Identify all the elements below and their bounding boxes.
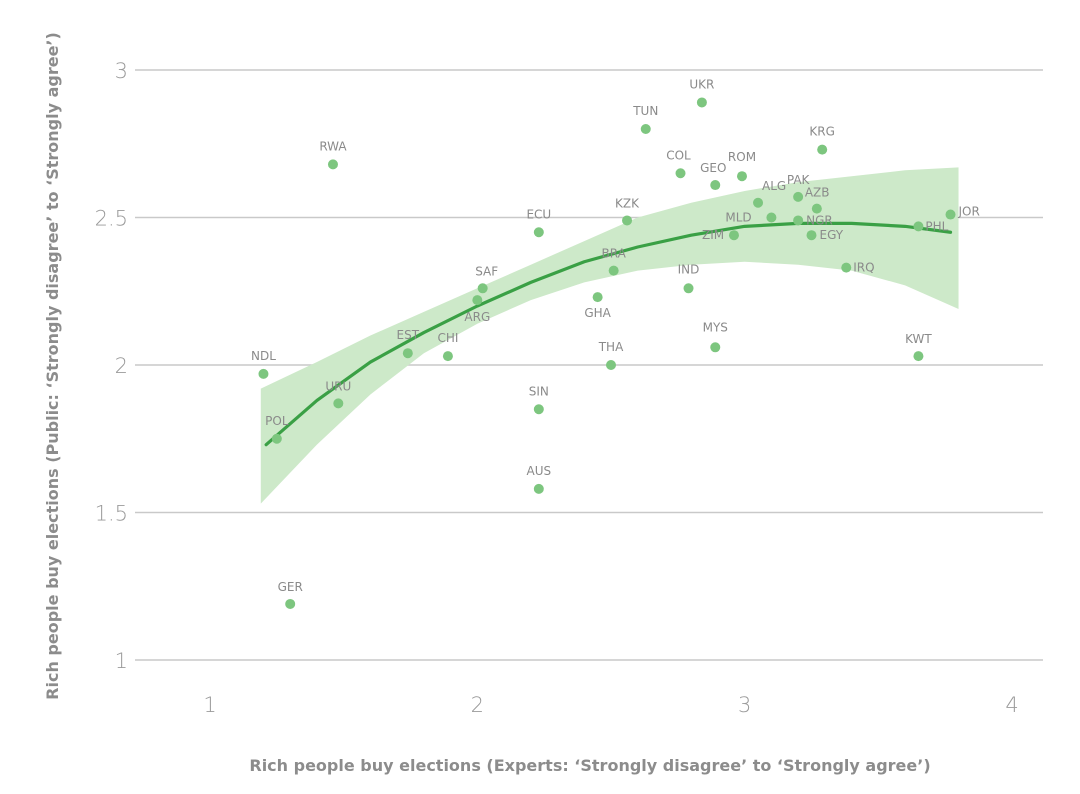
data-point-kzk — [622, 215, 633, 226]
fit-line-layer — [264, 221, 953, 447]
point-label-arg: ARG — [464, 310, 490, 324]
data-point-irq — [841, 262, 852, 273]
data-point-kwt — [913, 351, 924, 362]
point-label-mys: MYS — [703, 320, 728, 334]
data-point-chi — [442, 351, 453, 362]
point-label-uru: URU — [325, 379, 351, 393]
point-label-ger: GER — [278, 580, 303, 594]
point-label-pak: PAK — [787, 173, 811, 187]
point-label-ukr: UKR — [689, 77, 714, 91]
data-point-uru — [333, 398, 344, 409]
point-label-rwa: RWA — [319, 139, 347, 153]
point-label-chi: CHI — [437, 331, 458, 345]
data-point-rom — [736, 171, 747, 182]
data-point-tun — [640, 124, 651, 134]
data-point-geo — [710, 180, 721, 191]
point-label-egy: EGY — [820, 228, 844, 242]
point-label-ecu: ECU — [526, 207, 551, 221]
data-point-ngr — [793, 215, 804, 226]
axis-ticks-layer: 1 1.5 2 2.5 3 1 2 3 4 — [95, 59, 1019, 717]
confidence-band-layer — [260, 167, 959, 504]
point-label-irq: IRQ — [853, 261, 874, 275]
data-points-layer: NDL POL GER RWA URU EST CHI SAF ARG ECU SIN AUS GHA T… — [251, 77, 980, 609]
point-label-rom: ROM — [728, 150, 756, 164]
data-point-mys — [710, 342, 721, 353]
data-point-sin — [533, 404, 544, 415]
x-tick-label: 3 — [738, 693, 751, 717]
point-label-kwt: KWT — [905, 332, 932, 346]
x-axis-title: Rich people buy elections (Experts: ‘Str… — [249, 756, 930, 775]
point-label-tun: TUN — [632, 104, 658, 118]
data-point-rwa — [327, 159, 338, 170]
point-label-zim: ZIM — [702, 228, 724, 242]
point-label-ngr: NGR — [806, 213, 833, 227]
y-axis-title: Rich people buy elections (Public: ‘Stro… — [43, 32, 62, 700]
confidence-band — [260, 167, 959, 504]
data-point-ind — [683, 283, 694, 294]
point-label-jor: JOR — [958, 205, 980, 219]
point-label-ind: IND — [678, 262, 700, 276]
point-label-krg: KRG — [809, 125, 835, 139]
data-point-gha — [592, 292, 603, 303]
point-label-sin: SIN — [529, 384, 549, 398]
point-label-bra: BRA — [602, 247, 627, 261]
point-label-aus: AUS — [527, 464, 552, 478]
data-point-azb — [811, 203, 822, 214]
y-tick-label: 1.5 — [95, 502, 128, 526]
data-point-aus — [533, 483, 544, 494]
point-label-col: COL — [666, 148, 691, 162]
data-point-krg — [817, 144, 828, 155]
data-point-jor — [945, 209, 956, 220]
data-point-tha — [606, 360, 616, 370]
point-label-pol: POL — [265, 414, 289, 428]
data-point-bra — [608, 265, 619, 276]
x-tick-label: 1 — [203, 693, 216, 717]
point-label-saf: SAF — [475, 264, 498, 278]
data-point-saf — [477, 283, 488, 294]
point-label-geo: GEO — [700, 161, 726, 175]
point-label-gha: GHA — [584, 306, 611, 320]
data-point-pol — [271, 433, 282, 444]
point-label-alg: ALG — [762, 179, 786, 193]
grid-lines — [135, 69, 1043, 661]
y-tick-label: 2.5 — [95, 207, 128, 231]
point-label-azb: AZB — [805, 186, 830, 200]
data-point-zim — [728, 230, 739, 241]
data-point-ger — [285, 598, 296, 609]
point-label-mld: MLD — [725, 211, 751, 225]
data-point-est — [402, 348, 413, 359]
x-tick-label: 2 — [471, 693, 484, 717]
point-label-kzk: KZK — [615, 196, 640, 210]
data-point-ukr — [696, 97, 707, 108]
y-tick-label: 3 — [115, 59, 128, 83]
point-label-phl: PHL — [925, 219, 948, 233]
point-label-tha: THA — [598, 340, 624, 354]
x-tick-label: 4 — [1005, 693, 1018, 717]
data-point-col — [675, 168, 686, 179]
y-tick-label: 1 — [115, 649, 128, 673]
point-label-est: EST — [397, 328, 420, 342]
data-point-alg — [753, 197, 764, 208]
data-point-ecu — [533, 227, 544, 238]
data-point-arg — [472, 295, 483, 306]
data-point-pak — [793, 191, 804, 202]
data-point-mld — [766, 212, 777, 223]
data-point-phl — [913, 221, 924, 232]
y-tick-label: 2 — [115, 354, 128, 378]
fit-line — [264, 221, 953, 447]
point-label-ndl: NDL — [251, 349, 276, 363]
data-point-egy — [806, 230, 817, 241]
data-point-ndl — [258, 368, 269, 379]
